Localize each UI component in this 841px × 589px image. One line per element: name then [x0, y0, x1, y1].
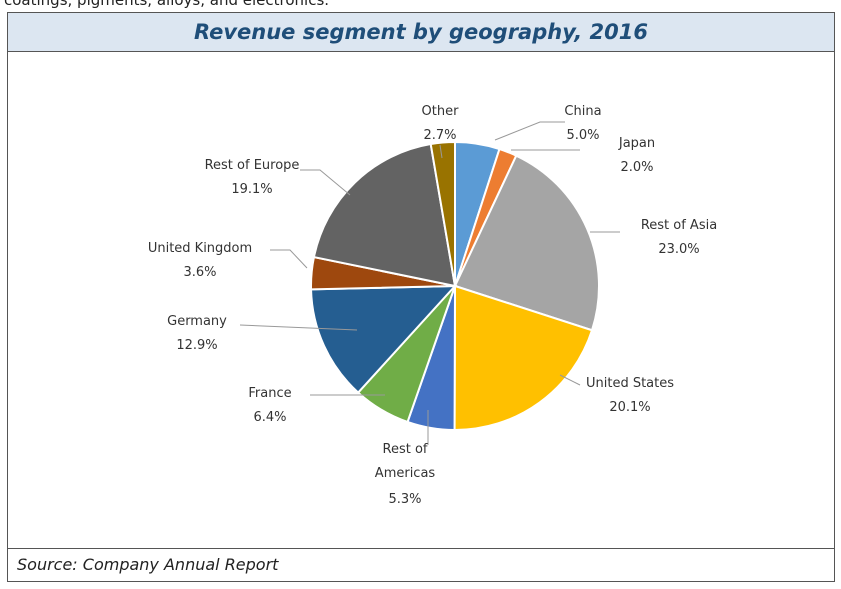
slice-label: Rest of Americas [374, 442, 436, 481]
slice-label: United Kingdom [147, 241, 253, 256]
slice-label: Rest of Europe [204, 158, 300, 173]
pie-slice [310, 284, 458, 394]
leader-line [239, 324, 358, 331]
figure-box: Revenue segment by geography, 2016 Sourc… [7, 12, 835, 582]
slice-label: Germany [167, 314, 227, 329]
slice-value-label: 23.0% [658, 242, 700, 257]
slice-label: China [564, 104, 602, 119]
leader-line [270, 249, 308, 269]
leader-line [494, 121, 565, 141]
slice-value-label: 2.0% [620, 160, 654, 175]
leader-line [300, 169, 351, 196]
chart-title: Revenue segment by geography, 2016 [8, 13, 834, 52]
slice-value-label: 20.1% [609, 400, 651, 415]
page-text: coatings, pigments, alloys, and electron… [4, 0, 330, 9]
slice-value-label: 6.4% [253, 410, 287, 425]
slice-label: United States [585, 376, 675, 391]
pie-slice [453, 284, 594, 431]
slice-value-label: 12.9% [176, 338, 218, 353]
pie-slice [429, 140, 456, 287]
slice-value-label: 3.6% [183, 265, 217, 280]
slice-value-label: 5.3% [388, 492, 422, 507]
slice-label: Other [421, 104, 459, 119]
leader-line [559, 374, 581, 386]
slice-value-label: 5.0% [566, 128, 600, 143]
pie-slice [312, 142, 457, 288]
source-note: Source: Company Annual Report [8, 548, 834, 589]
slice-label: France [248, 386, 292, 401]
leader-line [439, 144, 443, 159]
pie-slice [453, 154, 600, 332]
slice-value-label: 2.7% [423, 128, 457, 143]
slice-value-label: 19.1% [231, 182, 273, 197]
slice-label: Japan [618, 136, 656, 151]
slice-label: Rest of Asia [640, 218, 718, 233]
